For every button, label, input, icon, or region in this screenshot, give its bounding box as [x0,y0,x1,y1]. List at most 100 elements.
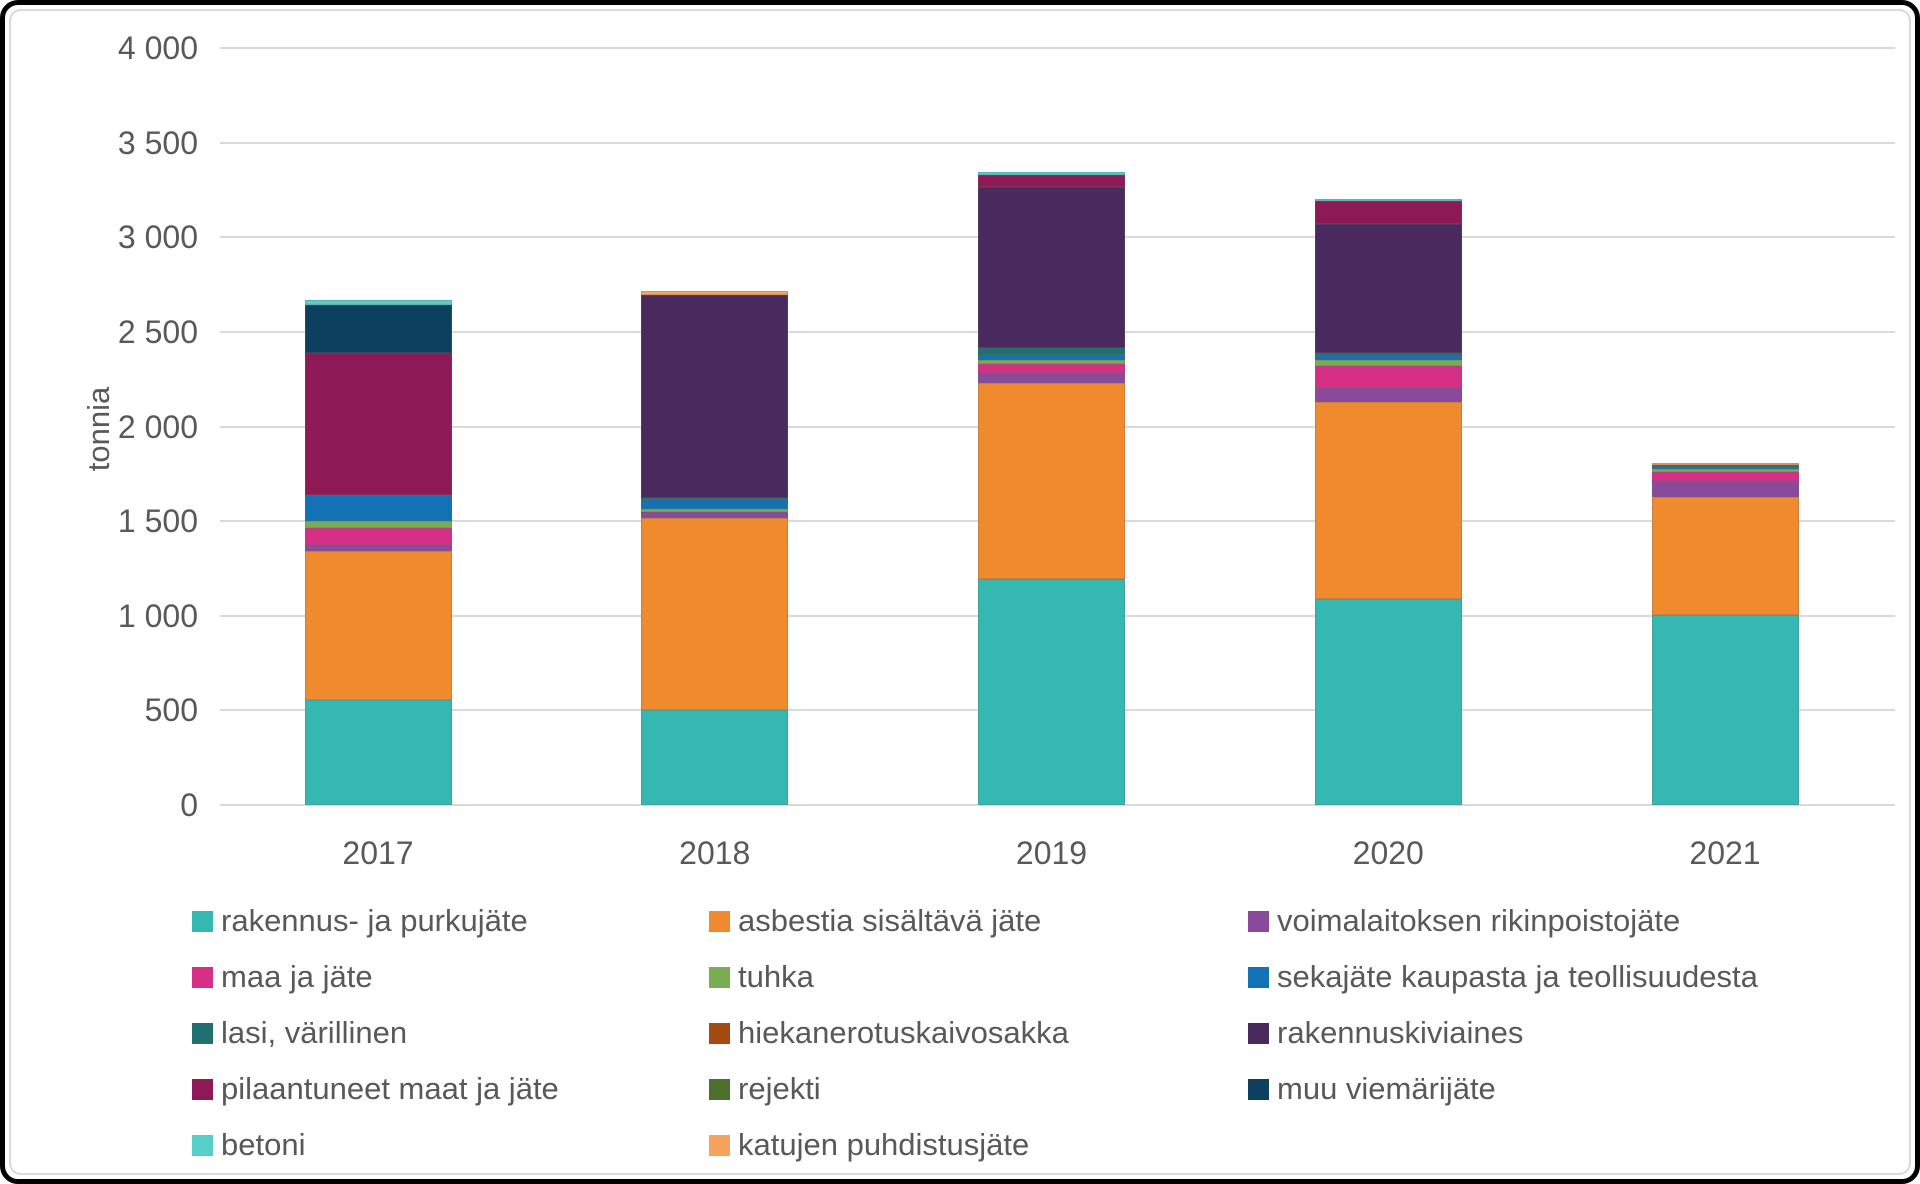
bar-segment [1651,481,1799,498]
x-tick-label: 2019 [1015,835,1088,871]
bar-segment [978,174,1125,188]
bar-segment [1314,352,1462,356]
bar-segment [641,710,789,805]
bar-segment [1651,471,1799,482]
bar-segment [1651,497,1799,615]
y-tick-label: 3 500 [117,124,198,161]
legend-label: katujen puhdistusjäte [738,1127,1030,1162]
legend-label: sekajäte kaupasta ja teollisuudesta [1277,959,1758,994]
bar-segment [1314,598,1462,805]
bar-segment [1651,466,1799,470]
bar-segment [304,527,452,545]
legend-label: lasi, värillinen [221,1015,408,1050]
bar-segment [978,360,1125,365]
legend-swatch-icon [709,1022,730,1044]
bar-segment [978,364,1125,373]
legend-item: muu viemärijäte [1248,1072,1728,1106]
bar-segment [304,494,452,522]
bar-segment [1651,614,1799,805]
bar-segment [978,354,1125,361]
bar-segment [1314,355,1462,361]
legend-swatch-icon [1248,966,1269,988]
legend-item: hiekanerotuskaivosakka [709,1016,1248,1050]
legend-item: voimalaitoksen rikinpoistojäte [1248,904,1728,938]
bar-segment [1314,365,1462,388]
legend-item: katujen puhdistusjäte [709,1128,1248,1162]
bar-segment [978,348,1125,355]
legend-swatch-icon [709,1134,730,1156]
chart-canvas: 4 000 3 500 3 000 2 500 2 000 1 500 1 000 500 0 … [9,9,1911,1175]
legend-item: sekajäte kaupasta ja teollisuudesta [1248,960,1758,994]
legend-swatch-icon [192,1078,213,1100]
bar-segment [641,511,789,519]
legend-swatch-icon [709,910,730,932]
legend-swatch-icon [192,1022,213,1044]
legend-label: muu viemärijäte [1277,1071,1496,1106]
legend-item: rejekti [709,1072,1248,1106]
bar-segment [304,551,452,700]
stacked-bar-2021 [1651,463,1799,805]
y-tick-label: 2 500 [117,313,198,350]
bar-segment [304,544,452,552]
legend-swatch-icon [192,910,213,932]
x-tick-label: 2021 [1689,835,1761,871]
legend-label: pilaantuneet maat ja jäte [221,1071,559,1106]
bar-segment [978,382,1125,579]
stacked-bar-2020 [1314,199,1462,805]
y-tick-label: 3 000 [117,219,198,256]
y-tick-label: 2 000 [117,408,198,445]
bar-segment [1314,387,1462,402]
y-tick-label: 4 000 [117,30,198,66]
legend-swatch-icon [709,966,730,988]
bar-segment [641,508,789,512]
y-tick-label: 500 [144,692,198,729]
bar-segment [978,578,1125,805]
legend-label: betoni [221,1127,306,1162]
legend-item: rakennuskiviaines [1248,1016,1728,1050]
legend-item: tuhka [709,960,1248,994]
legend-item: maa ja jäte [192,960,709,994]
stacked-bar-2018 [641,291,789,805]
y-tick-label: 1 000 [117,597,198,634]
legend-label: voimalaitoksen rikinpoistojäte [1277,903,1681,938]
stacked-bar-2017 [304,299,452,805]
legend-item: rakennus- ja purkujäte [192,904,709,938]
legend-label: rejekti [738,1071,821,1106]
y-tick-label: 1 500 [117,503,198,540]
y-axis-title: tonnia [81,386,116,472]
bar-segment [304,352,452,495]
legend-item: pilaantuneet maat ja jäte [192,1072,709,1106]
legend-swatch-icon [1248,1022,1269,1044]
bar-segment [1314,224,1462,353]
chart-legend: rakennus- ja purkujäte asbestia sisältävä… [192,904,1758,1162]
bar-segment [978,172,1125,175]
gridline-4000 [220,47,1895,49]
legend-swatch-icon [709,1078,730,1100]
x-tick-label: 2020 [1352,835,1424,871]
gridline-0 [220,804,1895,806]
bar-segment [1651,463,1799,465]
legend-item: lasi, värillinen [192,1016,709,1050]
bar-segment [641,500,789,509]
bar-segment [1314,199,1462,202]
bar-segment [304,305,452,353]
bar-segment [641,291,789,295]
bar-segment [1651,464,1799,467]
legend-label: rakennuskiviaines [1277,1015,1524,1050]
legend-swatch-icon [1248,1078,1269,1100]
bar-segment [978,187,1125,348]
legend-swatch-icon [192,966,213,988]
legend-label: maa ja jäte [221,959,373,994]
gridline-3500 [220,141,1895,144]
legend-label: rakennus- ja purkujäte [221,903,528,938]
legend-item: betoni [192,1128,709,1162]
legend-label: tuhka [738,959,814,994]
bar-segment [641,295,789,499]
bar-segment [304,299,452,306]
bar-segment [1314,360,1462,366]
bar-segment [641,498,789,501]
bar-segment [304,699,452,805]
bar-segment [978,372,1125,383]
legend-label: hiekanerotuskaivosakka [738,1015,1069,1050]
